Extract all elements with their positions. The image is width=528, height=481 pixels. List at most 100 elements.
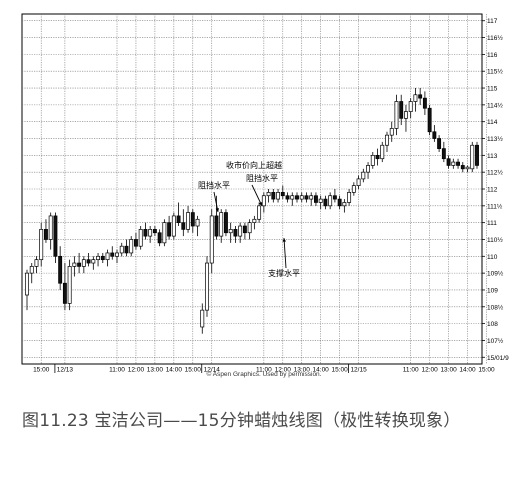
candle-body-up xyxy=(238,225,243,237)
candle-body-up xyxy=(309,195,314,200)
candle-body-up xyxy=(380,144,385,160)
x-tick-label: 12/14 xyxy=(204,367,221,374)
candle-body-down xyxy=(43,229,48,240)
candle-body-down xyxy=(62,282,67,304)
candle-body-up xyxy=(328,195,333,207)
candle-body-down xyxy=(375,154,380,160)
x-tick-label: 14:00 xyxy=(459,367,476,374)
candle-body-down xyxy=(167,222,172,237)
candle-body-down xyxy=(295,195,299,200)
candle-body-up xyxy=(48,215,53,240)
candle-body-up xyxy=(389,128,394,136)
candle-body-up xyxy=(205,262,209,311)
candle-body-down xyxy=(399,101,404,119)
x-tick-label: 15:00 xyxy=(478,367,495,374)
candlestick-chart: 117 116½ 116 115½ 115 114½ 114 113½ 113 112½ 112 11… xyxy=(21,13,509,374)
candle-body-down xyxy=(124,245,129,254)
y-tick-label: 107½ xyxy=(487,337,504,345)
candle-body-down xyxy=(133,239,138,247)
x-tick-label: 15:00 xyxy=(33,367,50,374)
x-tick-label: 11:00 xyxy=(403,367,419,374)
y-tick-label: 112½ xyxy=(487,169,503,177)
candle-body-down xyxy=(143,229,148,237)
candle-body-up xyxy=(351,185,356,193)
candle-body-up xyxy=(403,111,408,119)
x-tick-label: 15:00 xyxy=(331,367,348,374)
arrow-resistance-1-head xyxy=(215,208,219,212)
candle-body-down xyxy=(475,144,479,166)
candle-body-up xyxy=(115,252,119,257)
y-tick-label: 113½ xyxy=(487,135,503,143)
candle-body-up xyxy=(119,245,124,254)
arrow-support-head xyxy=(282,238,286,242)
y-tick-label: 108 xyxy=(487,321,498,328)
candle-body-down xyxy=(77,262,82,267)
candle-body-down xyxy=(313,195,318,203)
annotation-resistance-1: 阻挡水平 xyxy=(198,180,230,190)
candle-body-up xyxy=(465,166,470,170)
image-credit: © Aspen Graphics. Used by permission. xyxy=(206,371,322,378)
y-tick-label: 116½ xyxy=(487,34,503,42)
y-tick-label: 114 xyxy=(487,119,498,126)
candle-body-up xyxy=(290,195,295,200)
y-tick-label: 115½ xyxy=(487,68,503,76)
candle-body-down xyxy=(181,222,186,230)
candle-body-up xyxy=(266,192,271,197)
y-tick-label: 110 xyxy=(487,254,498,261)
y-tick-label: 108½ xyxy=(487,303,504,311)
candle-body-down xyxy=(242,225,247,234)
candle-body-down xyxy=(456,161,461,166)
candle-body-down xyxy=(100,255,105,261)
candle-body-down xyxy=(53,215,58,257)
candle-body-up xyxy=(129,239,134,254)
y-tick-label: 112 xyxy=(487,187,498,194)
arrow-support xyxy=(283,237,287,269)
annotation-close-above: 收市价向上超越 xyxy=(226,160,282,170)
chart-container: 117 116½ 116 115½ 115 114½ 114 113½ 113 112½ 112 11… xyxy=(21,13,509,378)
candle-body-down xyxy=(214,215,219,237)
candle-body-up xyxy=(186,212,191,230)
x-tick-label: 12/15 xyxy=(350,367,367,374)
candle-body-down xyxy=(280,192,285,197)
y-tick-label: 111½ xyxy=(487,202,503,210)
x-tick-label: 13:00 xyxy=(147,367,164,374)
y-tick-label: 110½ xyxy=(487,236,503,244)
candle-body-up xyxy=(67,266,72,304)
x-tick-label: 13:00 xyxy=(440,367,457,374)
arrow-close-above-head xyxy=(258,202,263,206)
candle-body-down xyxy=(437,138,442,149)
x-tick-label: 12:00 xyxy=(128,367,145,374)
x-tick-label: 13:00 xyxy=(294,367,311,374)
candle-body-down xyxy=(304,195,309,200)
y-tick-label: 115 xyxy=(487,86,498,93)
x-tick-label: 11:00 xyxy=(109,367,125,374)
candle-body-up xyxy=(39,229,44,261)
candle-body-up xyxy=(209,215,214,264)
x-tick-label: 12:00 xyxy=(275,367,292,374)
candle-body-up xyxy=(361,171,366,180)
candle-body-up xyxy=(276,192,281,200)
candle-body-up xyxy=(470,144,475,170)
candle-body-down xyxy=(460,165,465,170)
candle-body-down xyxy=(285,195,290,200)
candle-body-up xyxy=(228,229,233,234)
candle-body-up xyxy=(91,259,96,264)
candle-body-up xyxy=(171,215,176,237)
candle-body-down xyxy=(190,212,195,227)
candle-body-up xyxy=(451,161,456,166)
y-tick-label: 111 xyxy=(487,220,497,227)
candle-body-down xyxy=(337,198,342,207)
candle-body-up xyxy=(394,101,399,129)
figure-caption: 图11.23 宝洁公司——15分钟蜡烛线图（极性转换现象） xyxy=(22,411,461,431)
x-tick-label: 12/13 xyxy=(57,367,74,374)
candle-body-up xyxy=(25,272,29,296)
candle-body-up xyxy=(219,212,224,237)
y-tick-label: 15/01/9 xyxy=(487,355,509,362)
candle-body-down xyxy=(441,148,446,160)
candle-body-up xyxy=(200,309,205,328)
candle-body-down xyxy=(176,215,181,224)
candle-body-down xyxy=(323,198,328,207)
candle-body-down xyxy=(86,259,91,264)
candle-body-down xyxy=(271,192,276,200)
candle-body-down xyxy=(446,158,451,166)
